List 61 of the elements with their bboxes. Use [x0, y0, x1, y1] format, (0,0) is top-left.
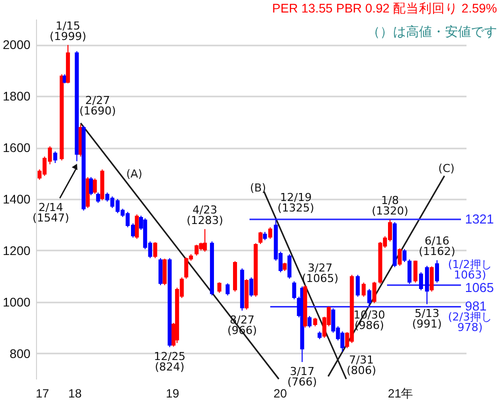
- annotation: 2/27 (1690): [79, 94, 116, 118]
- candlestick: [398, 248, 402, 266]
- y-tick-label: 1000: [2, 295, 31, 310]
- candlestick: [258, 231, 262, 244]
- candlestick: [372, 281, 376, 304]
- annotation: 2/14 (1547): [32, 201, 70, 225]
- candlestick: [217, 282, 222, 294]
- y-tick-label: 1600: [2, 141, 31, 156]
- x-tick-label: 19: [166, 386, 180, 400]
- annotation: 1/15 (1999): [50, 19, 86, 43]
- series-label: (C): [438, 162, 455, 175]
- y-tick-label: 800: [10, 346, 31, 361]
- series-label: (A): [126, 167, 142, 180]
- candlestick: [419, 272, 424, 291]
- candlestick: [96, 192, 100, 204]
- candlestick: [362, 282, 366, 298]
- chart-subtitle: （）は高値・安値です: [367, 24, 497, 40]
- candlestick: [53, 150, 58, 164]
- series-label: 1065: [464, 280, 494, 296]
- candlestick: [308, 316, 312, 328]
- x-tick-label: 21年: [388, 386, 414, 400]
- annotation: 3/27 (1065): [302, 262, 338, 286]
- candlestick: [153, 242, 158, 259]
- annotation: 7/31 (806): [346, 354, 376, 378]
- annotation: (1/2押し 1063): [448, 258, 492, 282]
- x-tick-label: 17: [36, 386, 50, 400]
- series-label: 1321: [464, 211, 494, 226]
- candlestick: [408, 258, 412, 284]
- annotation: 4/23 (1283): [186, 204, 224, 228]
- annotation: 12/19 (1325): [278, 190, 314, 214]
- candlestick: [268, 226, 272, 240]
- candlestick: [249, 276, 254, 298]
- candlestick: [92, 178, 97, 194]
- candlestick: [194, 244, 199, 256]
- candlestick: [356, 274, 360, 298]
- candlestick: [413, 260, 418, 284]
- y-tick-label: 2000: [2, 38, 31, 52]
- y-tick-label: 1200: [2, 244, 31, 258]
- chart-title: PER 13.55 PBR 0.92 配当利回り 2.59%: [272, 2, 497, 16]
- x-tick-label: 20: [274, 386, 288, 400]
- candlestick: [367, 288, 372, 306]
- candlestick: [89, 176, 94, 196]
- annotation: 6/16 (1162): [418, 234, 456, 258]
- annotation: 3/17 (766): [287, 365, 317, 389]
- candlestick: [134, 214, 139, 240]
- candlestick: [430, 266, 434, 292]
- candlestick: [287, 254, 292, 280]
- candlestick: [226, 282, 230, 296]
- candlestick: [202, 228, 207, 252]
- annotation: 5/13 (991): [412, 307, 442, 331]
- x-tick-label: 18: [68, 386, 82, 400]
- y-tick-label: 1400: [2, 192, 31, 206]
- annotation: 12/25 (824): [154, 350, 186, 374]
- candlestick: [435, 260, 440, 284]
- candlestick: [292, 280, 296, 300]
- candlestick: [340, 330, 344, 352]
- annotation: 1/8 (1320): [372, 194, 408, 218]
- candlestick: [402, 248, 406, 262]
- series-label: (B): [250, 182, 266, 195]
- annotation: (2/3押し 978): [448, 310, 492, 334]
- y-tick-label: 1800: [2, 90, 31, 104]
